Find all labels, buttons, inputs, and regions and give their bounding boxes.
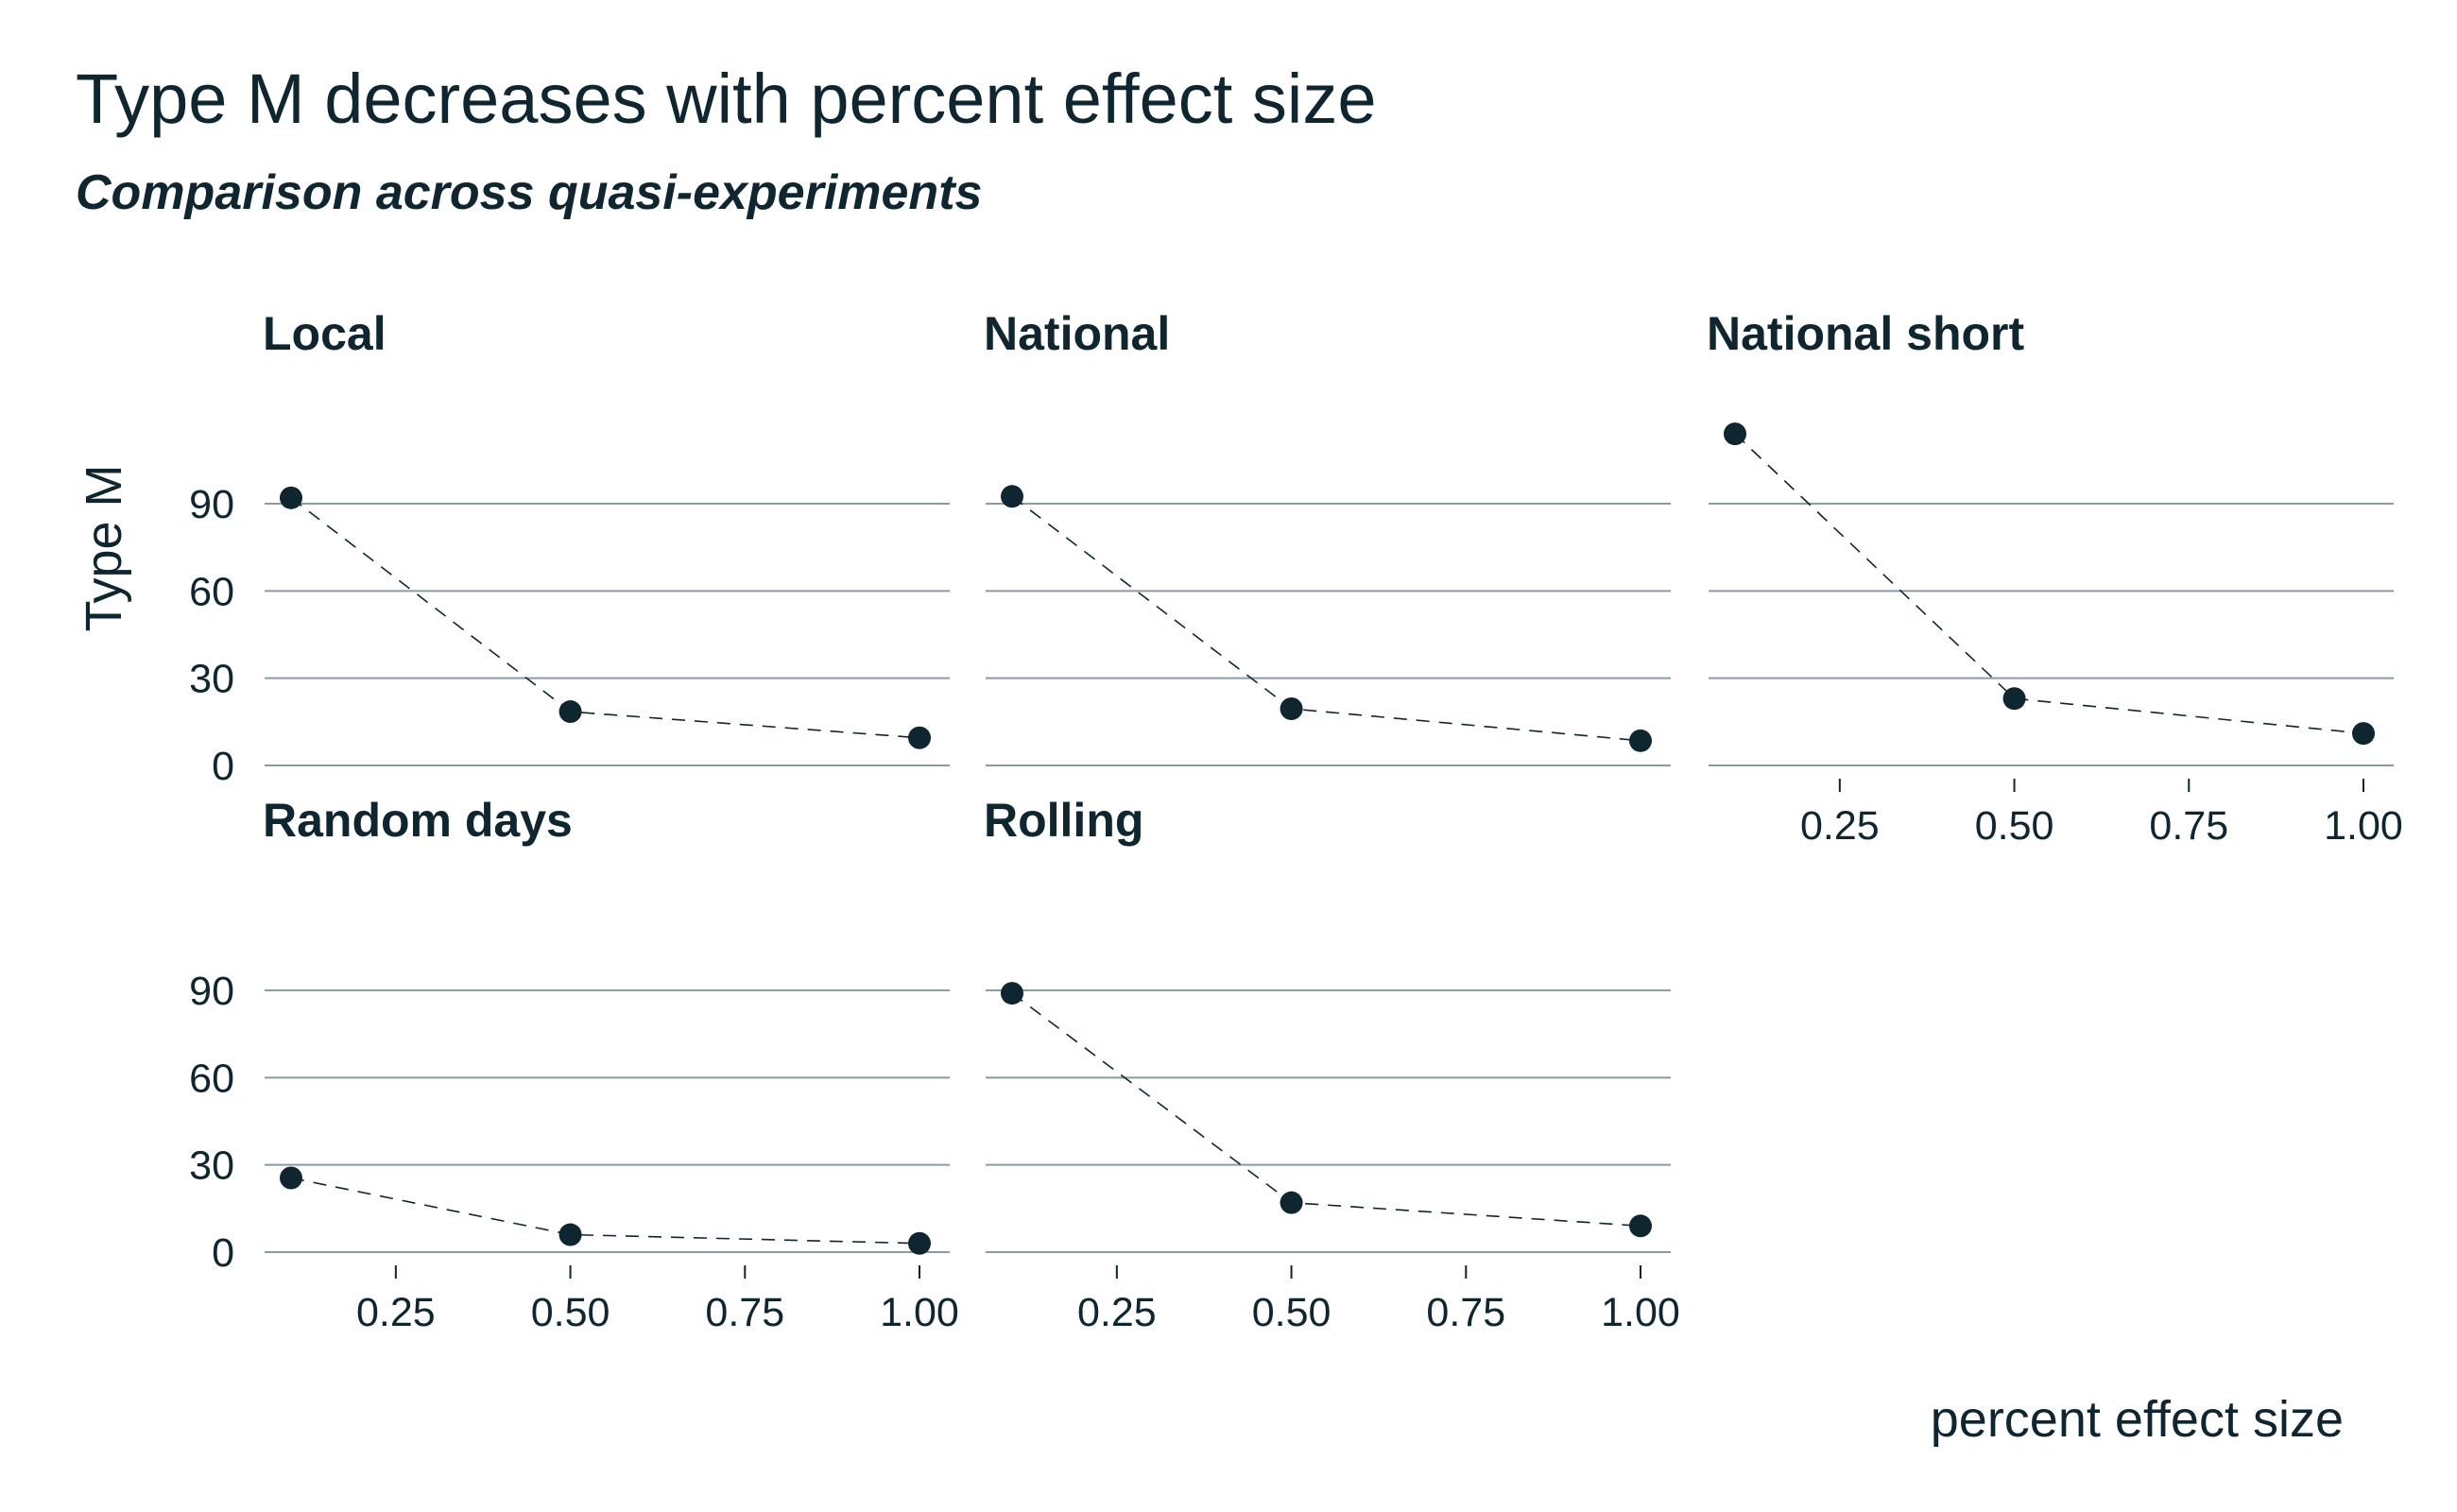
x-tick-label: 0.25 [1077, 1290, 1157, 1335]
data-point [558, 1223, 582, 1246]
x-tick-label: 1.00 [1601, 1290, 1680, 1335]
data-point [1629, 729, 1652, 752]
data-point [1280, 1191, 1303, 1214]
data-point [1001, 485, 1023, 508]
chart-subtitle: Comparison across quasi-experiments [76, 165, 983, 220]
x-tick-label: 0.50 [1252, 1290, 1332, 1335]
y-tick-label: 0 [212, 1230, 234, 1276]
y-tick-label: 90 [189, 969, 234, 1014]
facet-title: National short [1707, 307, 2024, 360]
series-line [290, 497, 920, 739]
chart-title: Type M decreases with percent effect siz… [76, 60, 1377, 138]
series-line [1011, 495, 1641, 742]
x-tick-label: 1.00 [880, 1290, 959, 1335]
data-point [1280, 696, 1303, 720]
x-axis-label: percent effect size [1931, 1391, 2344, 1448]
x-tick-label: 0.50 [1975, 803, 2054, 849]
x-tick-label: 1.00 [2324, 803, 2403, 849]
series-line [1734, 433, 2364, 734]
facet-title: Random days [263, 794, 573, 847]
facet-panels: Local 0 30 60 90 National National short 0.25 0.… [189, 307, 2403, 1335]
y-tick-label: 90 [189, 482, 234, 527]
data-point [1001, 982, 1023, 1005]
facet-national: National [984, 307, 1671, 766]
y-tick-label: 60 [189, 569, 234, 614]
facet-title: Rolling [984, 794, 1143, 847]
x-tick-label: 0.75 [705, 1290, 784, 1335]
x-tick-label: 0.25 [1800, 803, 1880, 849]
data-point [2352, 722, 2375, 746]
facet-national-short: National short 0.25 0.50 0.75 1.00 [1707, 307, 2403, 849]
data-point [1629, 1214, 1652, 1238]
facet-random-days: Random days 0 30 60 90 0.25 0.50 0.75 1.00 [189, 794, 959, 1335]
x-tick-label: 0.75 [2149, 803, 2228, 849]
data-point [558, 700, 582, 724]
y-tick-label: 30 [189, 1143, 234, 1189]
y-tick-label: 30 [189, 657, 234, 702]
data-point [280, 1166, 302, 1190]
y-axis-label: Type M [76, 464, 132, 631]
series-line [290, 1177, 920, 1245]
y-tick-label: 0 [212, 744, 234, 789]
facet-title: National [984, 307, 1170, 360]
x-tick-label: 0.75 [1426, 1290, 1505, 1335]
series-line [1011, 992, 1641, 1228]
x-tick-label: 0.25 [356, 1290, 436, 1335]
facet-local: Local 0 30 60 90 [189, 307, 950, 789]
facet-rolling: Rolling 0.25 0.50 0.75 1.00 [984, 794, 1680, 1335]
x-tick-label: 0.50 [531, 1290, 610, 1335]
data-point [280, 486, 302, 509]
data-point [1724, 422, 1746, 446]
data-point [908, 1231, 931, 1255]
data-point [2002, 687, 2026, 711]
data-point [908, 726, 931, 749]
facet-title: Local [263, 307, 387, 360]
y-tick-label: 60 [189, 1056, 234, 1101]
